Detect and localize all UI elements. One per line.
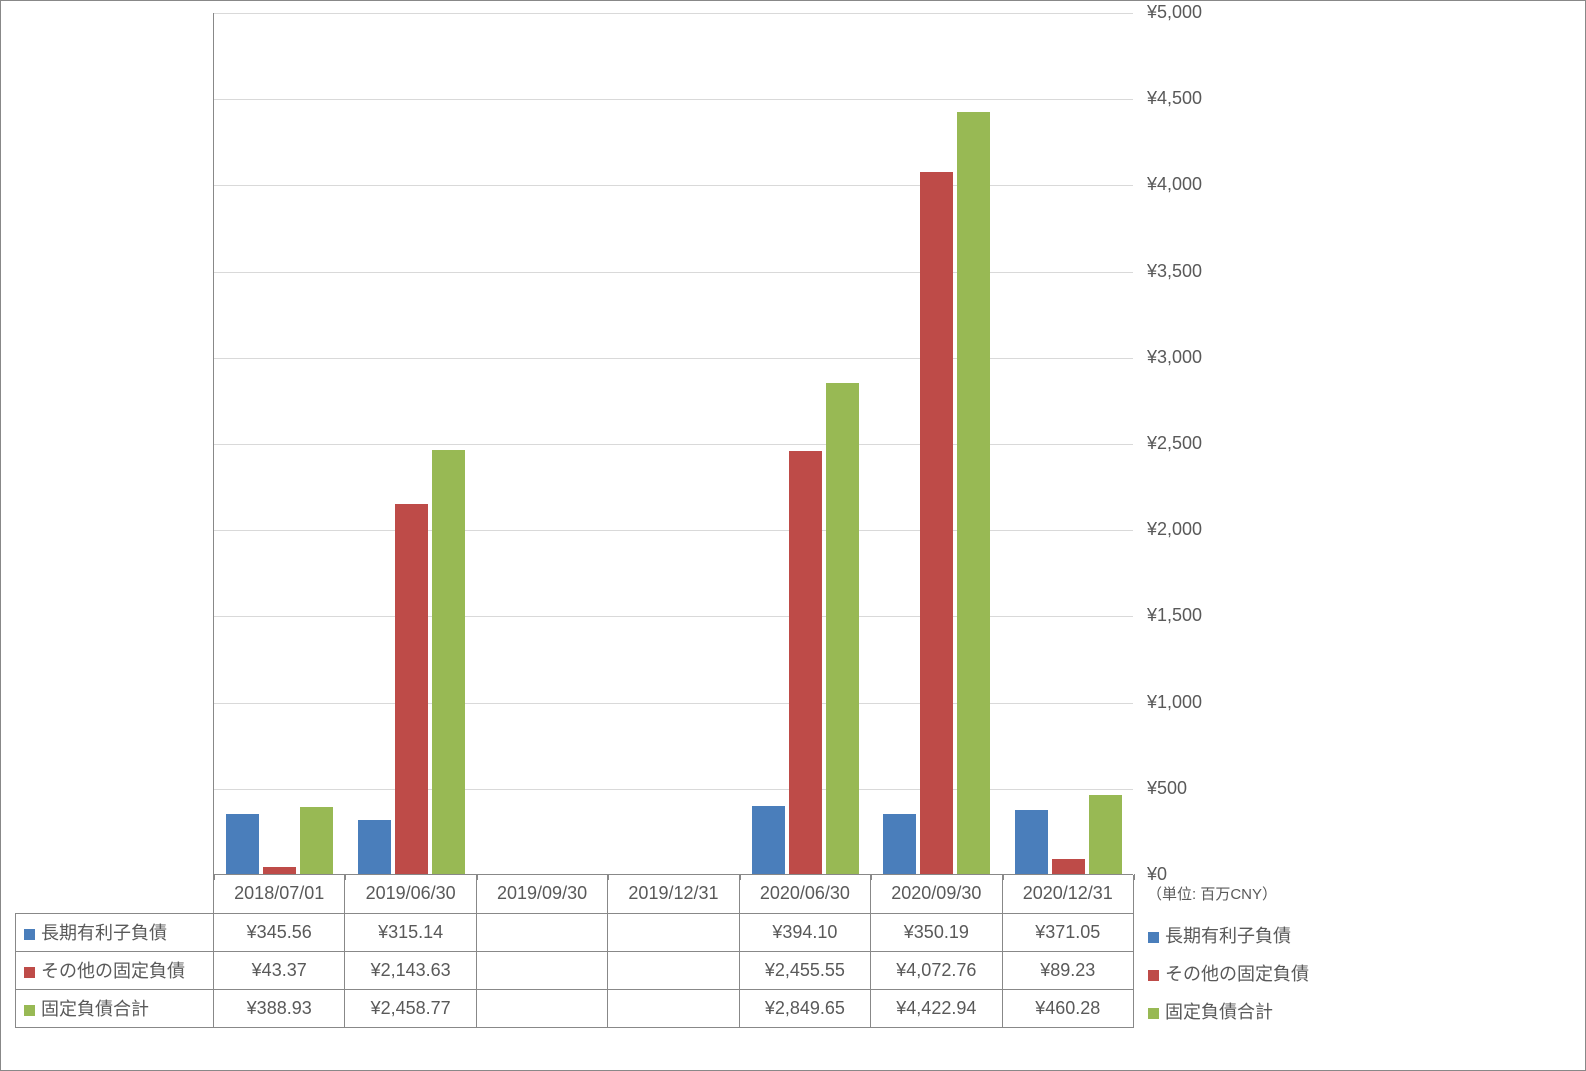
- bar: [1015, 810, 1048, 874]
- legend-swatch: [1148, 970, 1159, 981]
- bar: [300, 807, 333, 874]
- table-cell: ¥89.23: [1002, 951, 1133, 989]
- table-cell: ¥2,143.63: [345, 951, 476, 989]
- y-tick-label: ¥500: [1147, 778, 1187, 799]
- table-row: 長期有利子負債 ¥345.56¥315.14 ¥394.10¥350.19¥371.…: [16, 913, 1134, 951]
- plot-area: [213, 13, 1133, 875]
- right-legend-label: その他の固定負債: [1165, 964, 1309, 984]
- table-cell: ¥2,455.55: [739, 951, 870, 989]
- bar: [957, 112, 990, 875]
- table-cell: ¥4,072.76: [871, 951, 1002, 989]
- bar: [826, 383, 859, 874]
- series-name: 固定負債合計: [41, 999, 149, 1019]
- y-tick-label: ¥5,000: [1147, 2, 1202, 23]
- legend-swatch: [1148, 932, 1159, 943]
- right-legend-label: 長期有利子負債: [1165, 926, 1291, 946]
- right-legend-item: その他の固定負債: [1148, 960, 1309, 986]
- table-category-header: 2020/09/30: [871, 875, 1002, 913]
- table-category-header: 2020/06/30: [739, 875, 870, 913]
- right-legend-item: 固定負債合計: [1148, 998, 1273, 1024]
- series-name: 長期有利子負債: [41, 923, 167, 943]
- gridline: [214, 99, 1133, 100]
- gridline: [214, 358, 1133, 359]
- table-row: 固定負債合計 ¥388.93¥2,458.77 ¥2,849.65¥4,422.94…: [16, 989, 1134, 1027]
- y-tick-label: ¥3,500: [1147, 261, 1202, 282]
- table-cell: [476, 913, 607, 951]
- legend-swatch: [24, 929, 35, 940]
- table-cell: ¥315.14: [345, 913, 476, 951]
- y-tick-label: ¥1,500: [1147, 605, 1202, 626]
- series-legend-cell: 固定負債合計: [16, 989, 214, 1027]
- table-cell: ¥43.37: [214, 951, 345, 989]
- table-category-header: 2019/09/30: [476, 875, 607, 913]
- y-tick-label: ¥2,500: [1147, 433, 1202, 454]
- table-cell: ¥4,422.94: [871, 989, 1002, 1027]
- table-corner-cell: [16, 875, 214, 913]
- bar: [883, 814, 916, 874]
- bar: [752, 806, 785, 874]
- table-cell: ¥460.28: [1002, 989, 1133, 1027]
- gridline: [214, 13, 1133, 14]
- right-legend-label: 固定負債合計: [1165, 1002, 1273, 1022]
- y-tick-label: ¥2,000: [1147, 519, 1202, 540]
- y-tick-label: ¥0: [1147, 864, 1167, 885]
- series-legend-cell: その他の固定負債: [16, 951, 214, 989]
- legend-swatch: [24, 967, 35, 978]
- series-legend-cell: 長期有利子負債: [16, 913, 214, 951]
- table-row: その他の固定負債 ¥43.37¥2,143.63 ¥2,455.55¥4,072.7…: [16, 951, 1134, 989]
- bar: [1089, 795, 1122, 874]
- table-cell: ¥350.19: [871, 913, 1002, 951]
- legend-swatch: [24, 1005, 35, 1016]
- y-tick-label: ¥4,000: [1147, 174, 1202, 195]
- bar: [263, 867, 296, 874]
- y-tick-label: ¥3,000: [1147, 347, 1202, 368]
- table-cell: [476, 951, 607, 989]
- bar: [920, 172, 953, 874]
- table-cell: ¥2,458.77: [345, 989, 476, 1027]
- legend-swatch: [1148, 1008, 1159, 1019]
- table-cell: [608, 951, 739, 989]
- bar: [395, 504, 428, 874]
- gridline: [214, 185, 1133, 186]
- table-cell: ¥371.05: [1002, 913, 1133, 951]
- table-cell: ¥388.93: [214, 989, 345, 1027]
- series-name: その他の固定負債: [41, 961, 185, 981]
- right-legend-item: 長期有利子負債: [1148, 922, 1291, 948]
- unit-label: （単位: 百万CNY）: [1147, 883, 1277, 904]
- gridline: [214, 530, 1133, 531]
- bar: [226, 814, 259, 874]
- gridline: [214, 272, 1133, 273]
- bar: [1052, 859, 1085, 874]
- table-cell: [608, 989, 739, 1027]
- gridline: [214, 703, 1133, 704]
- table-cell: ¥345.56: [214, 913, 345, 951]
- gridline: [214, 616, 1133, 617]
- table-cell: [608, 913, 739, 951]
- gridline: [214, 444, 1133, 445]
- chart-container: ¥0 ¥500 ¥1,000 ¥1,500 ¥2,000 ¥2,500 ¥3,000 ¥3,5…: [0, 0, 1586, 1071]
- table-category-header: 2020/12/31: [1002, 875, 1133, 913]
- gridline: [214, 789, 1133, 790]
- table-cell: ¥2,849.65: [739, 989, 870, 1027]
- bar: [358, 820, 391, 874]
- table-category-header: 2019/06/30: [345, 875, 476, 913]
- y-tick-label: ¥4,500: [1147, 88, 1202, 109]
- table-category-header: 2019/12/31: [608, 875, 739, 913]
- table-cell: ¥394.10: [739, 913, 870, 951]
- table-cell: [476, 989, 607, 1027]
- x-tick: [1134, 874, 1135, 880]
- table-header-row: 2018/07/012019/06/302019/09/302019/12/31…: [16, 875, 1134, 913]
- bar: [432, 450, 465, 874]
- table-category-header: 2018/07/01: [214, 875, 345, 913]
- data-table: 2018/07/012019/06/302019/09/302019/12/31…: [15, 875, 1134, 1028]
- y-tick-label: ¥1,000: [1147, 692, 1202, 713]
- bar: [789, 451, 822, 874]
